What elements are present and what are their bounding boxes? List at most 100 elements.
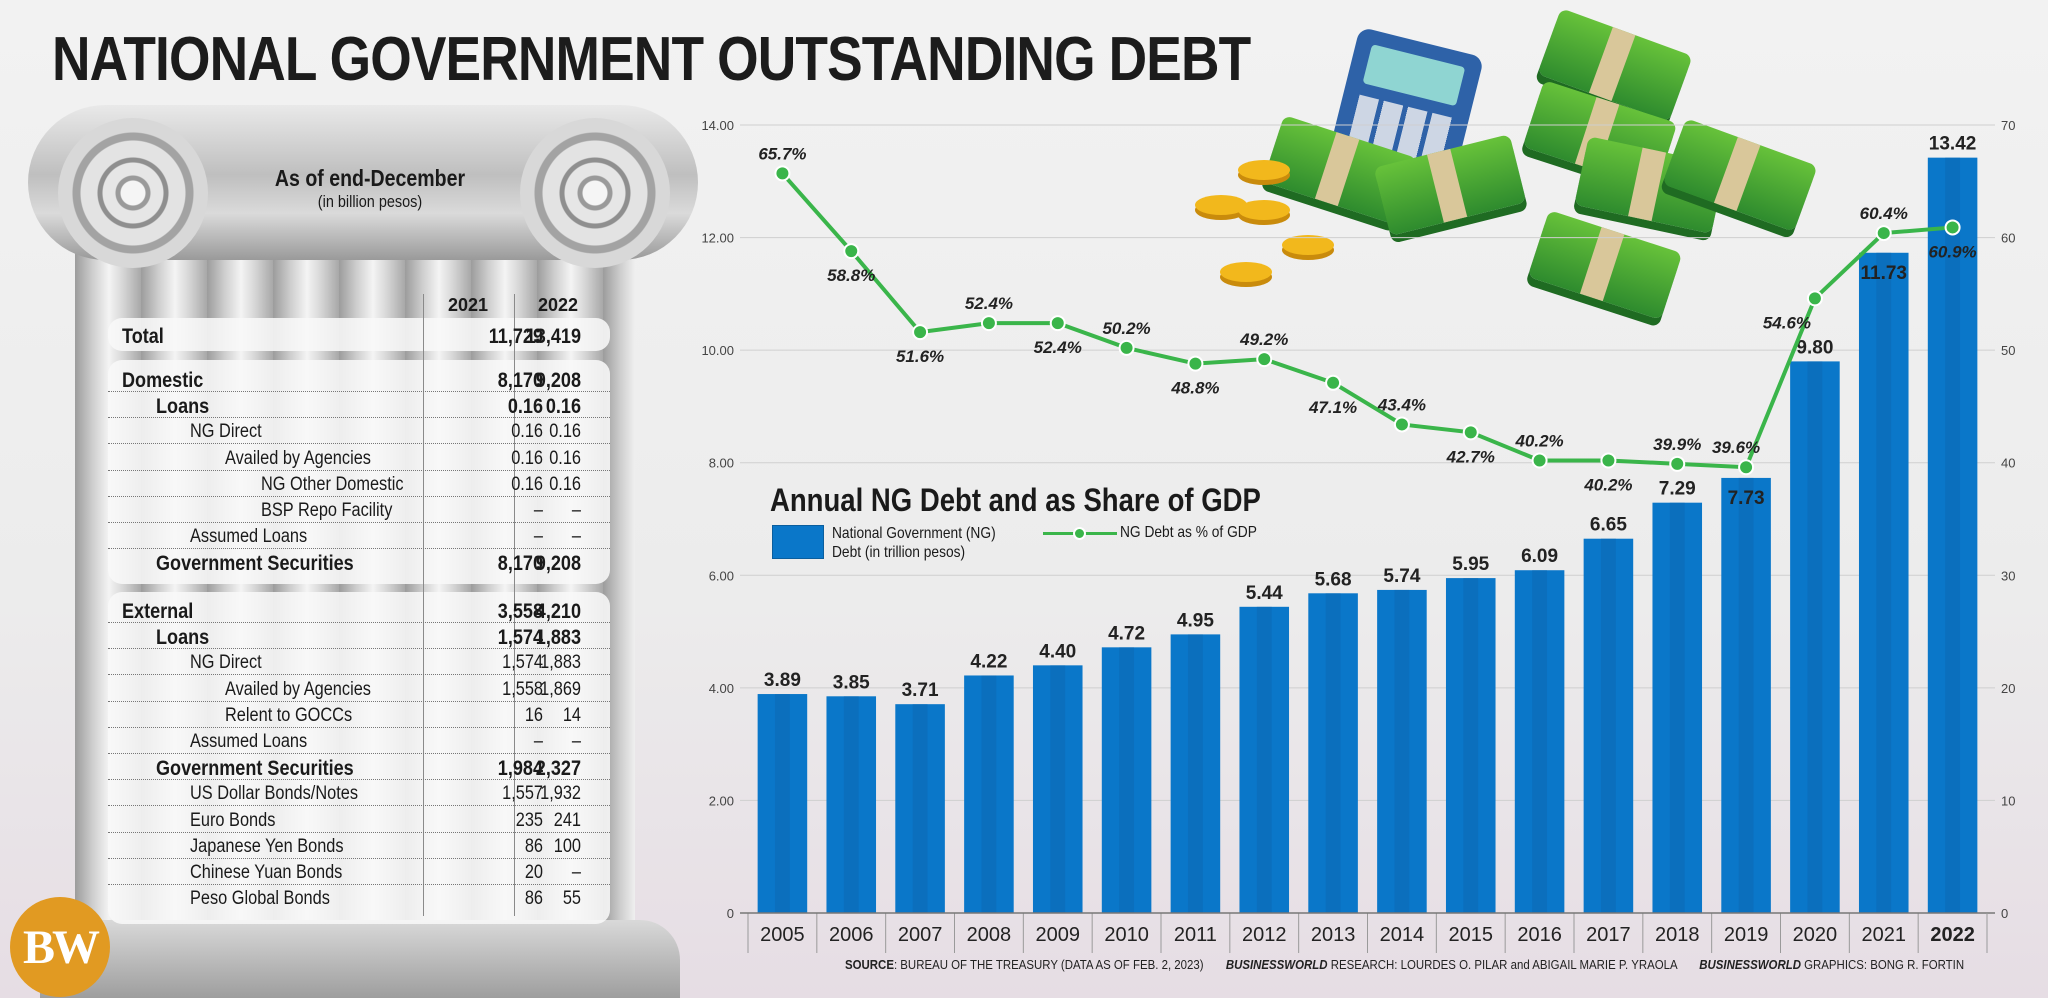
row-value-2021: 235 [515, 809, 543, 831]
bar-shade [1669, 502, 1685, 913]
bar-shade [774, 694, 790, 913]
row-value-2022: 9,208 [535, 552, 581, 576]
gdp-share-label: 58.8% [827, 266, 875, 285]
gdp-share-label: 50.2% [1102, 319, 1150, 338]
legend-line-label: NG Debt as % of GDP [1120, 524, 1257, 541]
gdp-share-label: 39.9% [1653, 435, 1701, 454]
y-right-tick-label: 10 [2001, 793, 2015, 808]
row-label: NG Direct [190, 421, 262, 443]
row-value-2022: 1,932 [540, 783, 581, 805]
bar-value-label: 4.40 [1039, 641, 1076, 662]
gdp-share-label: 52.4% [1034, 338, 1082, 357]
x-tick-label: 2005 [760, 924, 805, 946]
x-tick-label: 2008 [967, 924, 1012, 946]
bar-shade [1876, 252, 1892, 914]
row-label: Euro Bonds [190, 809, 276, 831]
gdp-share-point [980, 315, 997, 332]
x-tick-label: 2006 [829, 924, 874, 946]
bar-value-label: 11.73 [1861, 263, 1908, 284]
bar-shade [1532, 570, 1548, 913]
legend-bar-swatch [772, 525, 824, 559]
row-value-2022: 0.16 [549, 447, 581, 469]
row-value-2022: 100 [553, 835, 581, 857]
table-row: Domestic 8,170 9,208 [108, 366, 610, 392]
y-left-tick-label: 4.00 [709, 681, 734, 696]
bar-shade [1600, 538, 1616, 913]
gdp-share-point [1393, 416, 1410, 433]
gdp-share-point [1118, 339, 1135, 356]
row-label: Japanese Yen Bonds [190, 835, 344, 857]
bar-shade [981, 675, 997, 913]
y-right-tick-label: 50 [2001, 343, 2015, 358]
table-row: Assumed Loans – – [108, 728, 610, 754]
table-row: Availed by Agencies 0.16 0.16 [108, 445, 610, 471]
row-value-2021: 1,558 [502, 678, 543, 700]
bar-value-label: 5.95 [1452, 554, 1489, 575]
row-value-2021: – [533, 500, 543, 521]
y-right-tick-label: 30 [2001, 568, 2015, 583]
row-value-2022: 1,883 [540, 652, 581, 674]
gdp-share-point [1049, 315, 1066, 332]
gdp-share-label: 40.2% [1514, 431, 1563, 450]
legend-line-marker [1073, 527, 1086, 540]
bar-shade [1945, 157, 1961, 913]
gdp-share-label: 49.2% [1239, 330, 1288, 349]
total-card [108, 318, 610, 351]
gdp-share-label: 42.7% [1446, 447, 1495, 466]
row-value-2022: 4,210 [535, 600, 581, 623]
row-label: Loans [156, 626, 210, 650]
y-left-tick-label: 14.00 [701, 118, 734, 133]
coin-stack-icon [1238, 200, 1290, 220]
x-tick-label: 2022 [1930, 924, 1975, 946]
row-value-2022: 13,419 [525, 325, 581, 348]
table-row: Euro Bonds 235 241 [108, 807, 610, 833]
bar-value-label: 5.74 [1383, 566, 1420, 587]
bar-value-label: 13.42 [1929, 134, 1977, 155]
bar-shade [912, 704, 928, 913]
gdp-share-point [1944, 219, 1961, 236]
bar-shade [1463, 578, 1479, 913]
table-row: Relent to GOCCs 16 14 [108, 702, 610, 728]
bar-value-label: 5.44 [1246, 583, 1283, 604]
gdp-share-point [1187, 355, 1204, 372]
row-value-2022: 9,208 [535, 369, 581, 392]
gdp-share-point [1256, 351, 1273, 368]
bar-value-label: 6.65 [1590, 515, 1627, 536]
row-value-2022: 14 [562, 704, 581, 726]
column-base-illustration [40, 920, 680, 998]
row-value-2021: 8,170 [497, 552, 543, 576]
table-header-2021: 2021 [447, 295, 489, 315]
table-row: Government Securities 8,170 9,208 [108, 549, 610, 575]
bar-shade [1256, 606, 1272, 913]
gdp-share-line [780, 172, 1953, 470]
bar-shade [1738, 477, 1754, 913]
table-row: NG Direct 0.16 0.16 [108, 418, 610, 445]
bar-shade [843, 696, 859, 913]
table-row: Availed by Agencies 1,558 1,869 [108, 676, 610, 702]
y-right-tick-label: 20 [2001, 681, 2015, 696]
bar-value-label: 3.71 [902, 680, 939, 701]
coin-stack-icon [1220, 262, 1272, 282]
row-value-2022: 0.16 [545, 395, 581, 419]
row-label: Availed by Agencies [225, 678, 371, 700]
gdp-share-label: 60.9% [1928, 242, 1976, 261]
gdp-share-point [1875, 225, 1892, 242]
row-label: US Dollar Bonds/Notes [190, 783, 359, 805]
x-tick-label: 2010 [1104, 924, 1149, 946]
x-tick-label: 2007 [898, 924, 943, 946]
row-label: External [122, 600, 194, 623]
gdp-share-label: 65.7% [758, 144, 806, 163]
table-row: Loans 0.16 0.16 [108, 392, 610, 419]
table-row: Government Securities 1,984 2,327 [108, 754, 610, 781]
bar-value-label: 9.80 [1796, 337, 1833, 358]
x-tick-label: 2017 [1586, 924, 1631, 946]
y-right-tick-label: 70 [2001, 118, 2015, 133]
row-value-2021: 0.16 [507, 395, 543, 419]
y-right-tick-label: 60 [2001, 231, 2015, 246]
row-label: Assumed Loans [190, 731, 308, 752]
businessworld-logo: BW [10, 897, 110, 997]
row-label: Assumed Loans [190, 526, 308, 548]
table-divider-right [514, 294, 515, 916]
bar-shade [1325, 593, 1341, 913]
gdp-share-point [1531, 452, 1548, 469]
